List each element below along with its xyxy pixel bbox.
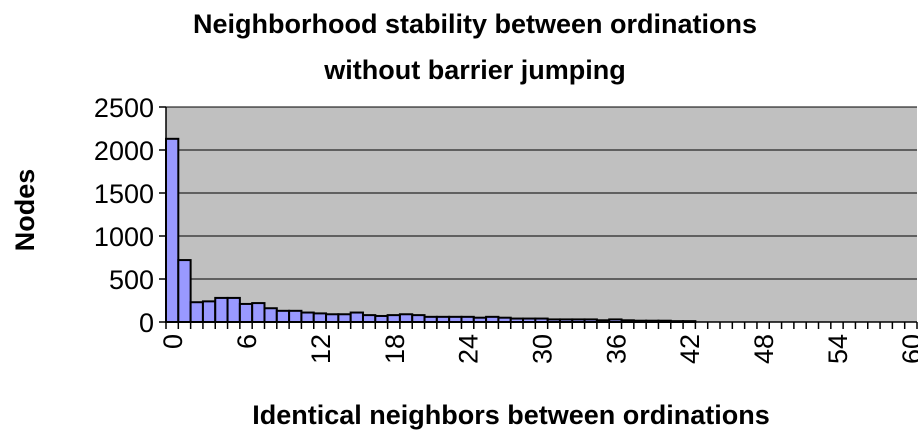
x-tick-label: 60 bbox=[897, 334, 918, 364]
chart-title-line-1: Neighborhood stability between ordinatio… bbox=[193, 9, 757, 39]
histogram-bar bbox=[300, 311, 315, 324]
gridlines bbox=[166, 106, 917, 280]
x-tick-label: 48 bbox=[749, 334, 779, 364]
y-tick-label: 1500 bbox=[94, 179, 154, 209]
y-tick-label: 1000 bbox=[94, 222, 154, 252]
y-tick-label: 2000 bbox=[94, 136, 154, 166]
histogram-bar bbox=[165, 137, 180, 323]
x-tick-labels: 0 6 12 18 24 30 36 42 48 54 60 bbox=[158, 334, 918, 364]
y-axis-label: Nodes bbox=[10, 169, 40, 252]
histogram-bar bbox=[435, 315, 451, 323]
y-tick-labels: 0 500 1000 1500 2000 2500 bbox=[94, 93, 154, 338]
histogram-bar bbox=[386, 314, 401, 323]
histogram-bar bbox=[288, 309, 303, 324]
x-tick-label: 6 bbox=[232, 334, 262, 349]
histogram-bar bbox=[238, 302, 254, 324]
x-tick-label: 42 bbox=[675, 334, 705, 364]
histogram-bar bbox=[189, 301, 204, 324]
histogram-bar bbox=[398, 313, 414, 324]
histogram-bar bbox=[263, 307, 278, 323]
histogram-bar bbox=[177, 259, 192, 323]
histogram-bar bbox=[226, 296, 241, 324]
histogram-bar bbox=[423, 315, 438, 323]
histogram-bar bbox=[411, 314, 426, 323]
x-tick-label: 36 bbox=[601, 334, 631, 364]
histogram-bar bbox=[485, 315, 500, 323]
histogram-bar bbox=[325, 313, 340, 324]
y-tick-label: 2500 bbox=[94, 93, 154, 123]
x-axis-label: Identical neighbors between ordinations bbox=[252, 400, 770, 430]
histogram-bar bbox=[275, 309, 291, 324]
plot-area bbox=[166, 107, 917, 322]
x-tick-label: 18 bbox=[380, 334, 410, 364]
chart-title-line-2: without barrier jumping bbox=[323, 55, 626, 85]
x-tick-label: 24 bbox=[454, 334, 484, 364]
y-tick-label: 500 bbox=[109, 265, 154, 295]
x-tick-label: 0 bbox=[158, 334, 188, 349]
histogram-bar bbox=[349, 311, 364, 324]
x-tick-label: 54 bbox=[823, 334, 853, 364]
histogram-bar bbox=[448, 315, 463, 323]
x-tick-label: 30 bbox=[528, 334, 558, 364]
histogram-bar bbox=[374, 314, 389, 324]
histogram-bar bbox=[460, 315, 475, 323]
axes bbox=[159, 106, 918, 329]
histogram-bar bbox=[361, 314, 377, 323]
histogram-bar bbox=[214, 296, 229, 324]
x-tick-label: 12 bbox=[306, 334, 336, 364]
histogram-bar bbox=[201, 300, 217, 323]
histogram-bar bbox=[312, 312, 328, 323]
y-tick-label: 0 bbox=[139, 308, 154, 338]
histogram-bar bbox=[251, 302, 266, 323]
histogram-bar bbox=[337, 313, 352, 324]
